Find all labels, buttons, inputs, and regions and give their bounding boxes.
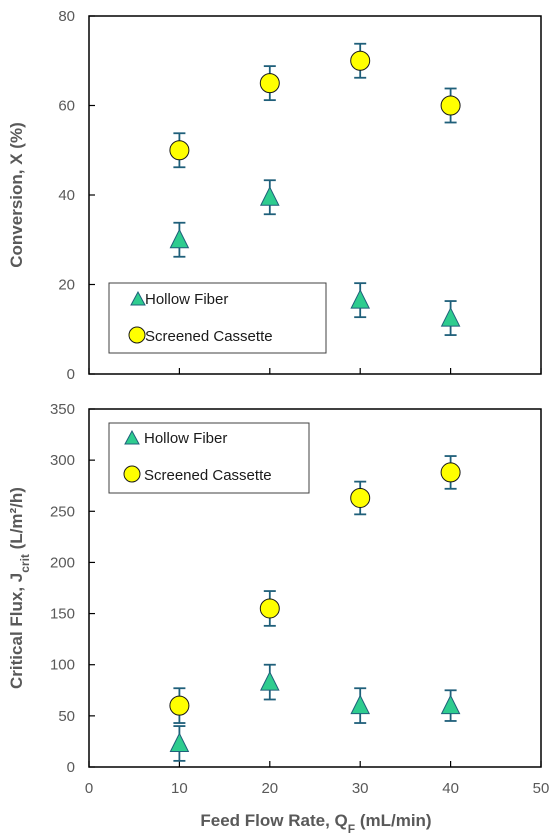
flux-legend-box — [108, 422, 310, 494]
flux-y-axis-title-main: Critical Flux, J — [7, 573, 26, 689]
flux-x-axis-title: Feed Flow Rate, QF (mL/min) — [200, 811, 431, 836]
conversion-legend: Hollow Fiber Screened Cassette — [108, 282, 327, 354]
legend-screened-cassette-marker — [123, 465, 141, 483]
screened-cassette-point — [169, 695, 190, 716]
y-tick-label: 60 — [58, 98, 75, 115]
legend-hollow-fiber-label: Hollow Fiber — [145, 291, 228, 308]
x-tick-label: 30 — [352, 780, 369, 797]
hollow-fiber-point — [440, 306, 461, 327]
hollow-fiber-point — [350, 694, 371, 715]
y-tick-label: 350 — [50, 401, 75, 418]
flux-legend: Hollow Fiber Screened Cassette — [108, 422, 310, 494]
conversion-legend-box — [108, 282, 327, 354]
x-tick-label: 40 — [442, 780, 459, 797]
y-tick-label: 40 — [58, 187, 75, 204]
flux-y-axis-title-unit: (L/m²/h) — [7, 487, 26, 554]
y-tick-label: 80 — [58, 8, 75, 25]
flux-y-axis-title-sub: crit — [18, 554, 32, 573]
x-tick-label: 10 — [171, 780, 188, 797]
hollow-fiber-point — [440, 694, 461, 715]
x-tick-label: 50 — [533, 780, 550, 797]
legend-hollow-fiber-label: Hollow Fiber — [144, 430, 227, 447]
flux-plot-frame — [88, 408, 542, 768]
screened-cassette-point — [350, 50, 371, 71]
y-tick-label: 250 — [50, 503, 75, 520]
conversion-chart-panel: 0 20 40 60 80 Conversion, X (%) Hollow Fiber… — [7, 8, 542, 383]
legend-hollow-fiber-marker — [130, 290, 146, 306]
legend-hollow-fiber-marker — [124, 429, 140, 445]
screened-cassette-point — [350, 487, 371, 508]
hollow-fiber-point — [259, 186, 280, 206]
legend-screened-cassette-marker — [128, 326, 146, 344]
x-tick-label: 20 — [261, 780, 278, 797]
hollow-fiber-point — [169, 732, 190, 752]
screened-cassette-point — [440, 95, 461, 116]
y-tick-label: 300 — [50, 452, 75, 469]
flux-y-axis-title: Critical Flux, Jcrit (L/m²/h) — [7, 487, 32, 689]
y-tick-label: 100 — [50, 657, 75, 674]
critical-flux-chart-panel: 0 50 100 150 200 250 300 350 0 10 20 30 40 50 Critic… — [7, 401, 549, 836]
y-tick-label: 50 — [58, 708, 75, 725]
conversion-y-axis-title: Conversion, X (%) — [7, 122, 26, 267]
y-tick-label: 150 — [50, 606, 75, 623]
y-tick-label: 0 — [67, 759, 75, 776]
legend-screened-cassette-label: Screened Cassette — [145, 328, 273, 345]
flux-x-axis-title-sub: F — [348, 822, 355, 836]
y-tick-label: 20 — [58, 277, 75, 294]
hollow-fiber-point — [350, 289, 371, 309]
y-tick-label: 200 — [50, 554, 75, 571]
x-tick-label: 0 — [85, 780, 93, 797]
screened-cassette-point — [440, 462, 461, 483]
screened-cassette-point — [259, 598, 280, 619]
y-tick-label: 0 — [67, 366, 75, 383]
hollow-fiber-point — [169, 228, 190, 249]
flux-x-axis-title-unit: (mL/min) — [355, 811, 432, 830]
screened-cassette-point — [169, 140, 190, 161]
flux-x-axis-title-main: Feed Flow Rate, Q — [200, 811, 347, 830]
screened-cassette-point — [259, 73, 280, 94]
legend-screened-cassette-label: Screened Cassette — [144, 467, 272, 484]
hollow-fiber-point — [259, 670, 280, 691]
